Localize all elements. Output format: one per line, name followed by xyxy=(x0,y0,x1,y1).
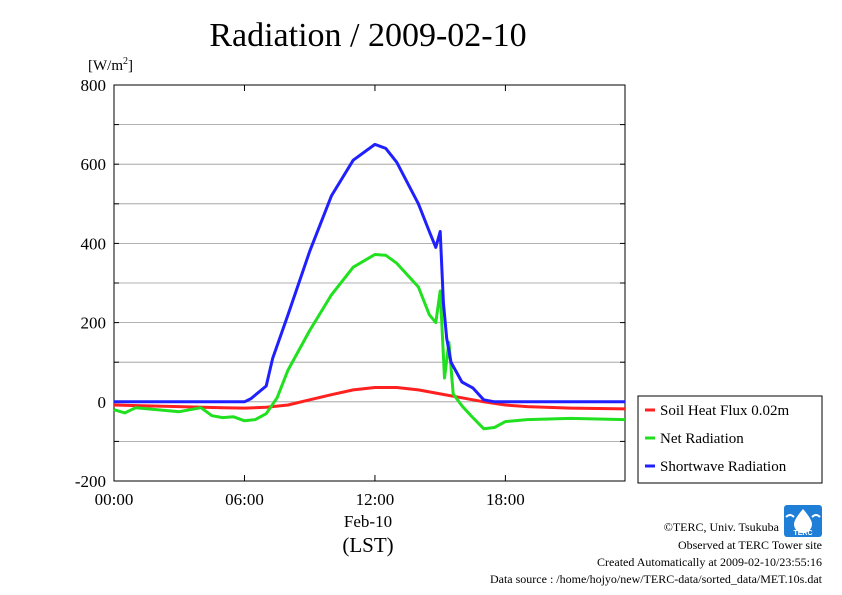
x-tick-label: 06:00 xyxy=(225,490,264,509)
x-tick-label: 18:00 xyxy=(486,490,525,509)
logo-text: TERC xyxy=(793,530,812,537)
credits: ©TERC, Univ. Tsukuba Observed at TERC To… xyxy=(490,520,823,586)
credit-copyright: ©TERC, Univ. Tsukuba xyxy=(664,520,780,534)
terc-logo: TERC xyxy=(784,505,822,537)
y-tick-label: -200 xyxy=(75,472,106,491)
x-axis-ticks: 00:00 06:00 12:00 18:00 xyxy=(95,490,525,509)
x-axis-label: (LST) xyxy=(342,533,393,557)
legend-label-0: Soil Heat Flux 0.02m xyxy=(660,403,790,419)
legend-label-1: Net Radiation xyxy=(660,431,744,447)
series-lines xyxy=(113,142,626,431)
y-tick-label: 200 xyxy=(81,314,107,333)
legend-box xyxy=(637,395,823,484)
credit-created: Created Automatically at 2009-02-10/23:5… xyxy=(597,555,822,569)
credit-source: Data source : /home/hojyo/new/TERC-data/… xyxy=(490,572,823,586)
plot-frame xyxy=(113,84,626,482)
y-tick-label: 0 xyxy=(98,393,107,412)
y-tick-label: 600 xyxy=(81,155,107,174)
credit-site: Observed at TERC Tower site xyxy=(678,538,822,552)
chart-title: Radiation / 2009-02-10 xyxy=(209,17,526,54)
drop-icon xyxy=(794,509,812,533)
series-line-0 xyxy=(113,386,626,411)
wave-icon xyxy=(785,514,821,518)
y-tick-label: 400 xyxy=(81,234,107,253)
grid-lines xyxy=(113,84,625,482)
series-line-2 xyxy=(114,142,625,404)
y-axis-ticks: 800 600 400 200 0 -200 xyxy=(75,76,106,491)
legend-label-2: Shortwave Radiation xyxy=(660,459,787,475)
legend: Soil Heat Flux 0.02m Net Radiation Shortwa… xyxy=(637,395,823,484)
series-line-1 xyxy=(113,253,626,431)
x-tick-label: 00:00 xyxy=(95,490,134,509)
x-tick-label: 12:00 xyxy=(356,490,395,509)
x-date-label: Feb-10 xyxy=(344,512,392,531)
y-tick-label: 800 xyxy=(81,76,107,95)
y-unit-label: [W/m2] xyxy=(88,56,133,74)
